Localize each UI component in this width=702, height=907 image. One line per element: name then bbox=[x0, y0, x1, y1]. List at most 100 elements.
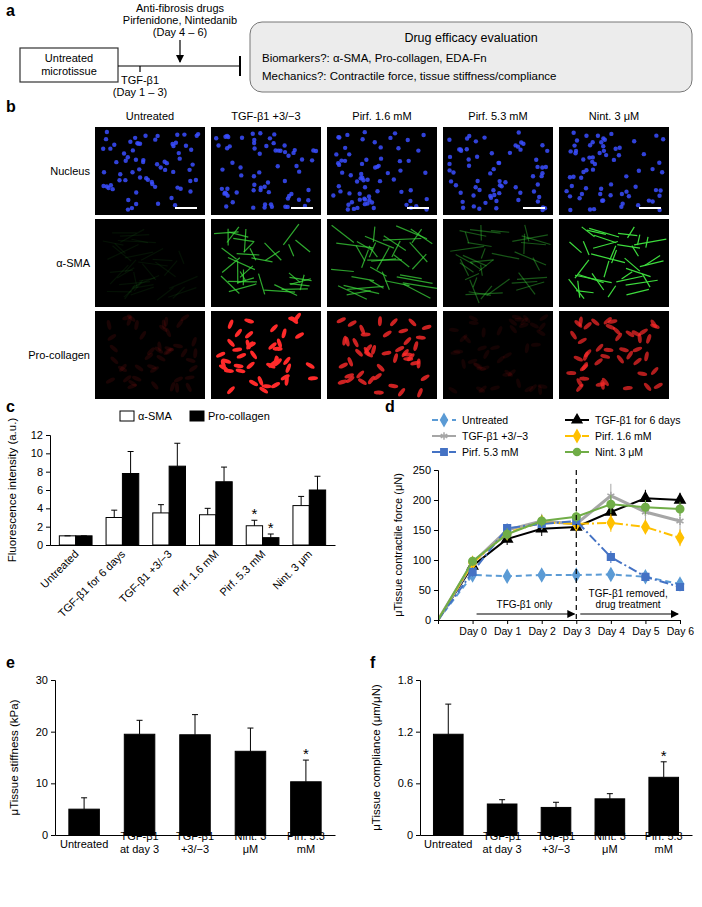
fiber bbox=[282, 288, 308, 290]
row-label: α-SMA bbox=[56, 257, 91, 269]
nucleus bbox=[343, 146, 347, 150]
legend-label: TGF-β1 for 6 days bbox=[595, 414, 680, 426]
nucleus bbox=[264, 144, 268, 148]
nucleus bbox=[124, 159, 128, 163]
fiber bbox=[608, 286, 616, 297]
cell-stain bbox=[358, 324, 366, 335]
cell-stain bbox=[625, 329, 636, 338]
micrograph bbox=[559, 219, 669, 307]
fiber bbox=[112, 232, 136, 233]
nucleus bbox=[370, 200, 374, 204]
fiber bbox=[604, 261, 609, 277]
nucleus bbox=[620, 201, 624, 205]
nucleus bbox=[345, 133, 349, 137]
nucleus bbox=[379, 156, 383, 160]
flow-line bbox=[118, 65, 240, 66]
cell-stain bbox=[421, 324, 432, 331]
text-line: Nint. 3 bbox=[594, 830, 626, 842]
tick: 10 bbox=[36, 777, 55, 789]
legend-label: Untreated bbox=[462, 414, 508, 426]
nucleus bbox=[150, 182, 154, 186]
cell-stain bbox=[147, 363, 158, 370]
cell-stain bbox=[226, 385, 236, 395]
cell-stain bbox=[509, 324, 518, 334]
cell-stain bbox=[376, 363, 386, 373]
cell-stain bbox=[270, 381, 281, 389]
tick-label: Untreated bbox=[424, 838, 472, 850]
nucleus bbox=[355, 206, 359, 210]
annotation-arrow bbox=[580, 613, 678, 614]
y-axis-title: μTissue contractile force (μN) bbox=[392, 473, 404, 617]
cell-stain bbox=[593, 357, 603, 366]
nucleus bbox=[599, 187, 603, 191]
cell-stain bbox=[577, 337, 588, 346]
cell-stain bbox=[496, 355, 506, 365]
error-cap bbox=[128, 451, 134, 452]
nucleus bbox=[141, 160, 145, 164]
error-bar bbox=[250, 728, 251, 751]
fiber bbox=[412, 229, 422, 243]
tick: 30 bbox=[36, 674, 55, 686]
scale-bar bbox=[407, 207, 429, 209]
fiber bbox=[468, 243, 492, 247]
cell-stain bbox=[643, 382, 653, 392]
cell-stain bbox=[579, 376, 589, 380]
cell-stain bbox=[529, 321, 540, 329]
bar bbox=[649, 777, 679, 835]
fiber bbox=[228, 258, 255, 270]
cell-stain bbox=[308, 376, 318, 381]
micrograph bbox=[95, 311, 205, 399]
axis-line bbox=[51, 681, 56, 836]
fiber bbox=[517, 277, 547, 279]
fiber bbox=[637, 235, 639, 245]
cell-stain bbox=[361, 332, 371, 336]
nucleus bbox=[349, 173, 353, 177]
tick-mark bbox=[434, 590, 438, 591]
marker bbox=[538, 516, 545, 528]
error-cap bbox=[174, 443, 180, 444]
cell-stain bbox=[173, 375, 184, 383]
nucleus bbox=[545, 149, 549, 153]
nucleus bbox=[363, 130, 367, 134]
tick: Pirf. 1.6 mM bbox=[170, 545, 220, 598]
tick-label: Untreated bbox=[60, 838, 108, 850]
drug-arrow bbox=[179, 40, 180, 62]
fiber bbox=[227, 227, 239, 243]
fiber bbox=[404, 284, 431, 298]
bar bbox=[293, 506, 309, 545]
bar bbox=[200, 515, 216, 545]
nucleus bbox=[392, 177, 396, 181]
nucleus bbox=[483, 201, 487, 205]
tick-label: Day 1 bbox=[494, 625, 522, 637]
image-background bbox=[211, 219, 321, 307]
cell-stain bbox=[582, 351, 590, 362]
panel-label: b bbox=[6, 98, 16, 115]
cell-stain bbox=[215, 351, 226, 359]
tick: Untreated bbox=[424, 835, 472, 850]
nucleus bbox=[632, 139, 636, 143]
plot-area bbox=[69, 715, 321, 835]
nucleus bbox=[575, 138, 579, 142]
tick-mark bbox=[434, 620, 438, 621]
tick-label: TGF-β1+3/−3 bbox=[176, 830, 214, 855]
nucleus bbox=[283, 179, 287, 183]
fiber bbox=[610, 246, 616, 260]
error-bar bbox=[663, 762, 664, 778]
nucleus bbox=[223, 135, 227, 139]
fiber bbox=[120, 235, 149, 237]
nucleus bbox=[518, 191, 522, 195]
error-bar bbox=[305, 760, 306, 782]
error-cap bbox=[607, 793, 613, 794]
bar bbox=[291, 782, 321, 835]
nucleus bbox=[372, 206, 376, 210]
fiber bbox=[370, 267, 386, 276]
cell-stain bbox=[164, 345, 175, 352]
tick-label: 30 bbox=[36, 674, 48, 686]
nucleus bbox=[497, 191, 501, 195]
nucleus bbox=[153, 137, 157, 141]
error-bar bbox=[84, 798, 85, 809]
tick: TGF-β1+3/−3 bbox=[537, 830, 575, 855]
tick-label: 100 bbox=[413, 554, 431, 566]
fiber bbox=[295, 240, 310, 252]
nucleus bbox=[448, 155, 452, 159]
